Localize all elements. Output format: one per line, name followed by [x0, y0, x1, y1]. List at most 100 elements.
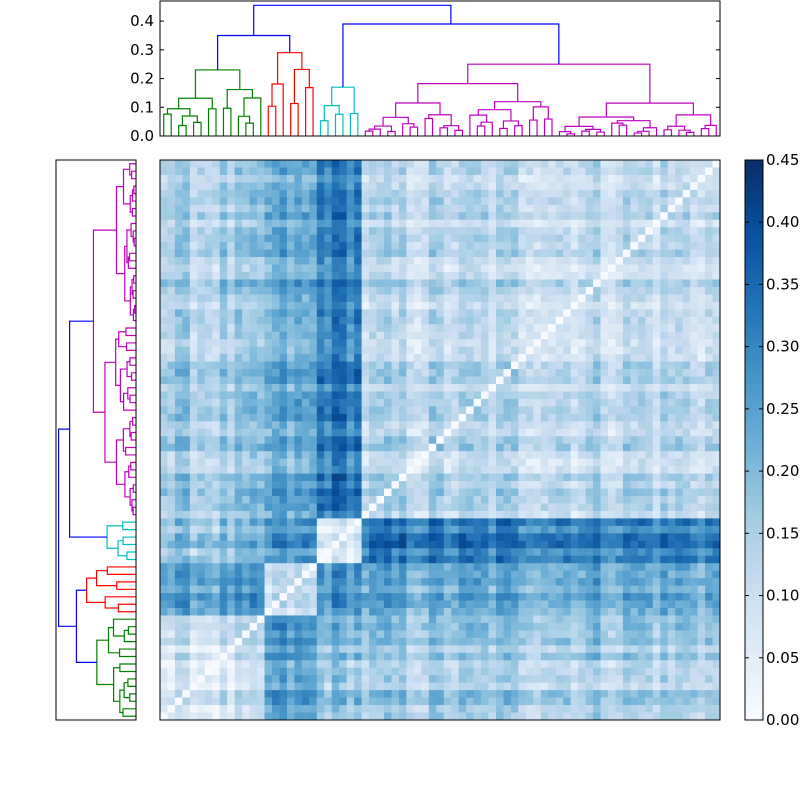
heatmap-cell [324, 376, 333, 385]
heatmap-cell [637, 443, 646, 452]
heatmap-cell [398, 391, 407, 400]
heatmap-cell [167, 578, 176, 586]
heatmap-cell [697, 615, 706, 624]
heatmap-cell [645, 160, 654, 168]
heatmap-cell [309, 301, 318, 310]
heatmap-cell [473, 563, 482, 572]
heatmap-cell [630, 622, 639, 631]
heatmap-cell [630, 189, 639, 198]
heatmap-cell [451, 286, 460, 295]
heatmap-cell [645, 219, 654, 228]
heatmap-cell [443, 578, 452, 586]
heatmap-cell [443, 301, 452, 310]
heatmap-cell [331, 413, 340, 422]
heatmap-cell [257, 510, 265, 519]
heatmap-cell [219, 585, 228, 594]
heatmap-cell [242, 167, 250, 176]
heatmap-cell [652, 279, 661, 288]
heatmap-cell [413, 167, 422, 176]
heatmap-cell [510, 354, 519, 362]
heatmap-cell [354, 257, 362, 265]
heatmap-cell [249, 458, 258, 467]
heatmap-cell [331, 219, 340, 228]
heatmap-cell [458, 309, 467, 318]
heatmap-cell [339, 563, 348, 572]
heatmap-cell [496, 391, 504, 400]
heatmap-cell [540, 227, 549, 236]
heatmap-cell [525, 398, 534, 407]
heatmap-cell [264, 189, 273, 198]
heatmap-cell [600, 346, 609, 355]
heatmap-cell [540, 384, 549, 392]
heatmap-cell [675, 197, 684, 206]
heatmap-cell [197, 279, 206, 288]
heatmap-cell [167, 182, 176, 191]
heatmap-cell [376, 174, 385, 183]
heatmap-cell [160, 189, 168, 198]
heatmap-cell [660, 384, 669, 392]
heatmap-cell [376, 473, 385, 482]
heatmap-cell [384, 391, 392, 400]
heatmap-cell [197, 286, 206, 295]
heatmap-cell [160, 339, 168, 348]
heatmap-cell [339, 398, 348, 407]
heatmap-cell [272, 249, 280, 258]
heatmap-cell [316, 242, 325, 250]
heatmap-cell [264, 219, 273, 228]
heatmap-cell [406, 413, 415, 422]
heatmap-cell [473, 279, 482, 288]
heatmap-cell [637, 593, 646, 601]
heatmap-cell [294, 525, 303, 534]
heatmap-cell [533, 309, 542, 318]
heatmap-cell [286, 548, 295, 557]
heatmap-cell [518, 212, 527, 221]
dendrogram-link [618, 124, 628, 136]
dendrogram-link [163, 113, 172, 136]
heatmap-cell [361, 384, 370, 392]
heatmap-cell [376, 249, 385, 258]
heatmap-cell [608, 324, 616, 333]
heatmap-cell [167, 593, 176, 601]
heatmap-cell [309, 316, 318, 325]
heatmap-cell [443, 182, 452, 191]
heatmap-cell [503, 466, 512, 474]
heatmap-cell [682, 189, 691, 198]
heatmap-cell [503, 443, 512, 452]
heatmap-cell [510, 264, 519, 273]
heatmap-cell [705, 563, 713, 572]
heatmap-cell [682, 488, 691, 497]
heatmap-cell [600, 219, 609, 228]
heatmap-cell [421, 525, 430, 534]
heatmap-cell [286, 339, 295, 348]
heatmap-cell [593, 272, 601, 280]
heatmap-cell [384, 160, 392, 168]
heatmap-cell [443, 369, 452, 377]
heatmap-cell [286, 219, 295, 228]
heatmap-cell [697, 167, 706, 176]
heatmap-cell [339, 510, 348, 519]
heatmap-cell [376, 242, 385, 250]
heatmap-cell [473, 384, 482, 392]
heatmap-cell [219, 309, 228, 318]
heatmap-cell [219, 219, 228, 228]
heatmap-cell [279, 249, 288, 258]
heatmap-cell [398, 331, 407, 340]
heatmap-cell [204, 496, 213, 504]
heatmap-cell [264, 563, 273, 572]
heatmap-cell [533, 622, 542, 631]
heatmap-cell [197, 428, 206, 437]
heatmap-cell [301, 219, 310, 228]
heatmap-cell [503, 182, 512, 191]
heatmap-cell [443, 533, 452, 542]
heatmap-cell [630, 346, 639, 355]
heatmap-cell [391, 376, 400, 385]
heatmap-cell [398, 533, 407, 542]
heatmap-cell [608, 481, 616, 489]
heatmap-cell [174, 428, 183, 437]
heatmap-cell [518, 615, 527, 624]
heatmap-cell [384, 324, 392, 333]
heatmap-cell [354, 443, 362, 452]
heatmap-cell [525, 242, 534, 250]
heatmap-cell [257, 525, 265, 534]
heatmap-cell [690, 272, 698, 280]
